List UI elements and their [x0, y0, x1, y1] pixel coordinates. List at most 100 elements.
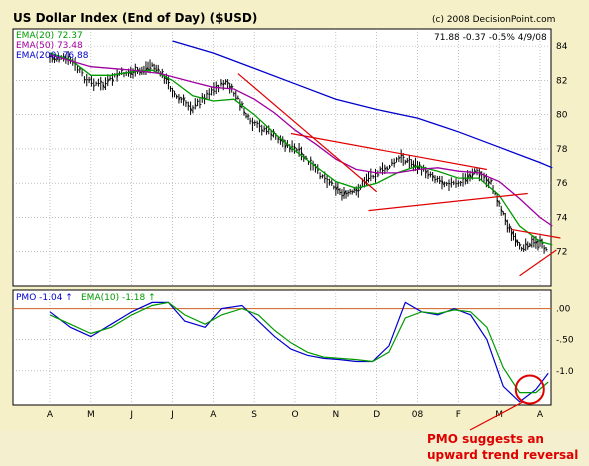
- price-bar-close: [296, 149, 299, 151]
- price-bar-close: [213, 90, 216, 92]
- price-bar-close: [535, 240, 538, 245]
- price-bar-close: [355, 188, 359, 192]
- price-bar-close: [341, 195, 344, 197]
- price-bar-close: [266, 130, 269, 133]
- price-panel: US Dollar Index (End of Day) ($USD) (c) …: [12, 11, 568, 287]
- price-bar-close: [270, 133, 273, 137]
- price-bar-close: [181, 98, 183, 100]
- price-bar-close: [391, 161, 394, 165]
- price-bar-close: [419, 164, 422, 167]
- price-bar-close: [329, 181, 332, 184]
- price-bar-close: [467, 174, 470, 180]
- price-bar-close: [372, 175, 375, 178]
- pmo-y-tick-label: -.50: [556, 336, 574, 346]
- price-plot-area: [12, 28, 552, 287]
- price-bar-close: [206, 92, 209, 95]
- price-bar-close: [441, 179, 444, 185]
- x-tick-label: D: [373, 410, 380, 420]
- price-bar-close: [531, 238, 534, 240]
- price-bar-close: [289, 147, 292, 150]
- price-bar-close: [233, 92, 236, 95]
- price-bar-close: [54, 57, 57, 61]
- price-bar-close: [351, 190, 354, 193]
- price-bar-close: [151, 64, 154, 67]
- price-bar-close: [294, 146, 297, 149]
- x-tick-label: J: [170, 410, 174, 420]
- price-bar-close: [366, 178, 369, 182]
- price-bar-close: [156, 69, 158, 71]
- price-bar-close: [471, 173, 475, 177]
- price-bar-close: [404, 160, 408, 164]
- x-tick-label: M: [87, 410, 95, 420]
- price-bar-close: [91, 82, 94, 84]
- price-bar-close: [519, 243, 522, 247]
- price-bar-close: [432, 174, 435, 179]
- note-pointer: [469, 400, 525, 431]
- price-bar-close: [243, 110, 246, 114]
- price-bar-close: [324, 177, 327, 180]
- price-bar-close: [229, 85, 232, 89]
- price-bar-close: [168, 81, 171, 84]
- price-chart-title: US Dollar Index (End of Day) ($USD): [13, 11, 257, 25]
- pmo-legend-item: EMA(10) -1.18 ↑: [81, 293, 156, 303]
- x-tick-label: F: [456, 410, 461, 420]
- price-bar-close: [425, 170, 428, 174]
- price-bar-close: [483, 176, 486, 179]
- pmo-y-tick-label: .00: [556, 305, 571, 315]
- price-bar-close: [301, 151, 304, 156]
- price-bar-close: [525, 242, 528, 246]
- price-bar-close: [176, 95, 179, 98]
- price-bar-close: [56, 58, 59, 60]
- price-bar-close: [220, 82, 223, 85]
- price-bar-close: [453, 182, 456, 184]
- price-bar-close: [439, 179, 442, 183]
- pmo-plot-area: [12, 289, 552, 406]
- x-tick-label: 08: [412, 410, 424, 420]
- price-bar-close: [157, 68, 161, 71]
- x-tick-label: A: [537, 410, 544, 420]
- price-bar-close: [284, 144, 287, 149]
- price-bar-close: [239, 105, 242, 108]
- price-bars: [49, 51, 548, 254]
- price-bar-close: [488, 180, 491, 184]
- price-bar-close: [231, 85, 234, 89]
- ema20-line: [49, 52, 553, 246]
- ema200-line: [172, 40, 553, 169]
- price-bar-close: [523, 248, 526, 251]
- price-y-axis: 84 82 80 78 76 74 72: [556, 42, 568, 258]
- price-y-tick-label: 76: [556, 179, 568, 189]
- pmo-legend-item: PMO -1.04 ↑: [16, 293, 73, 303]
- price-bar-close: [460, 181, 463, 184]
- price-bar-close: [252, 121, 255, 124]
- x-tick-label: A: [210, 410, 217, 420]
- price-bar-close: [194, 104, 198, 107]
- price-bar-close: [427, 173, 430, 177]
- price-bar-close: [389, 165, 392, 168]
- price-series-group: [49, 40, 553, 254]
- price-bar-close: [164, 76, 167, 80]
- trendline: [290, 132, 488, 171]
- price-bar-close: [261, 129, 264, 132]
- price-bar-close: [448, 182, 451, 185]
- price-bar-close: [222, 82, 226, 86]
- trendline: [519, 249, 557, 277]
- price-bar-close: [349, 190, 352, 193]
- price-trendlines: [237, 73, 561, 277]
- pmo-ema10-line: [49, 301, 549, 394]
- price-y-tick-label: 74: [556, 213, 568, 223]
- price-bar-close: [51, 55, 55, 60]
- price-bar-close: [192, 107, 195, 109]
- price-bar-close: [478, 171, 482, 178]
- price-bar-close: [476, 170, 479, 172]
- price-bar-close: [178, 96, 181, 101]
- price-bar-close: [319, 175, 322, 178]
- price-bar-close: [112, 77, 115, 82]
- price-bar-close: [513, 235, 516, 238]
- price-bar-close: [500, 208, 504, 213]
- trendline: [368, 192, 528, 212]
- price-bar-close: [49, 55, 52, 58]
- pmo-grid: [13, 290, 551, 405]
- price-bar-close: [502, 212, 506, 215]
- price-bar-close: [384, 167, 387, 171]
